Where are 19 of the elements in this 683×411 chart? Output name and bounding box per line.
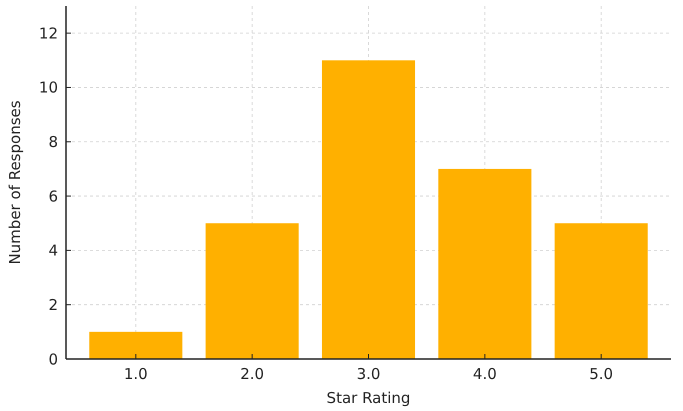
x-tick-label: 5.0 (589, 365, 614, 383)
y-tick-label: 2 (48, 296, 58, 314)
y-tick-label: 4 (48, 242, 58, 260)
bar (206, 223, 299, 359)
y-tick-label: 0 (48, 350, 58, 368)
y-tick-label: 6 (48, 187, 58, 206)
x-tick-label: 1.0 (124, 365, 148, 383)
bar (322, 60, 416, 359)
y-axis-title: Number of Responses (6, 100, 24, 265)
bar (438, 168, 532, 359)
x-tick-label: 2.0 (240, 365, 264, 383)
bar (554, 223, 648, 359)
y-tick-label: 12 (38, 24, 58, 42)
x-axis-title: Star Rating (326, 389, 410, 407)
y-tick-label: 8 (48, 133, 58, 152)
x-tick-label: 3.0 (356, 365, 380, 383)
x-tick-label: 4.0 (472, 365, 497, 383)
bar (89, 332, 182, 359)
y-tick-label: 10 (38, 78, 58, 97)
